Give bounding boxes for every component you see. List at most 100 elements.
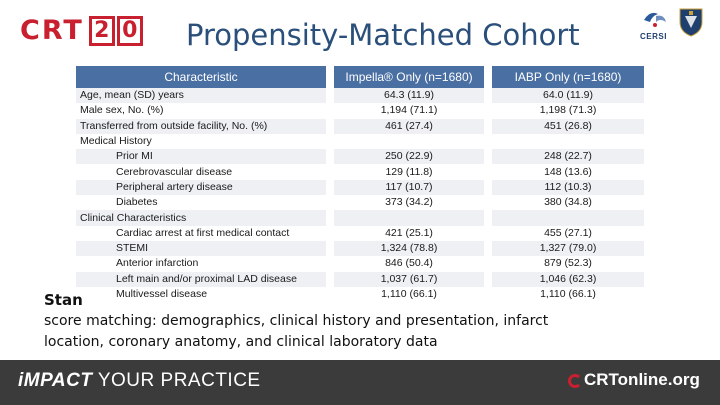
cell-gap <box>326 271 334 287</box>
cell-gap <box>326 149 334 165</box>
university-seal-logo <box>678 6 704 38</box>
cell-gap <box>484 149 492 165</box>
footer-bar: iMPACT YOUR PRACTICE CRTonline.org <box>0 360 720 405</box>
cell-gap <box>484 179 492 196</box>
cell-iabp: 380 (34.8) <box>492 195 644 211</box>
cell-impella: 1,324 (78.8) <box>334 240 484 257</box>
cell-gap <box>484 225 492 241</box>
cell-gap <box>326 118 334 134</box>
cell-gap <box>326 195 334 211</box>
cell-impella: 1,194 (71.1) <box>334 103 484 119</box>
column-header-characteristic: Characteristic <box>76 66 326 88</box>
table-row: Left main and/or proximal LAD disease 1,0… <box>76 271 644 287</box>
crtonline-swoosh-icon <box>568 373 582 388</box>
cell-iabp: 112 (10.3) <box>492 179 644 196</box>
cersi-emblem-icon <box>644 12 666 27</box>
table-row: STEMI 1,324 (78.8) 1,327 (79.0) <box>76 240 644 257</box>
table-header-row: Characteristic Impella® Only (n=1680) IA… <box>76 66 644 88</box>
cell-characteristic: Transferred from outside facility, No. (… <box>76 118 326 134</box>
shield-seal-icon <box>679 8 703 37</box>
cell-characteristic: Anterior infarction <box>76 256 326 272</box>
cell-gap <box>326 240 334 257</box>
cell-characteristic: Medical History <box>76 133 326 150</box>
cell-gap <box>326 179 334 196</box>
cell-impella: 250 (22.9) <box>334 149 484 165</box>
cell-gap <box>326 286 334 303</box>
cell-iabp <box>492 210 644 226</box>
cell-gap <box>326 88 334 104</box>
cell-gap <box>326 103 334 119</box>
cell-gap <box>484 88 492 104</box>
table-row: Transferred from outside facility, No. (… <box>76 118 644 134</box>
cell-characteristic: Diabetes <box>76 195 326 211</box>
table-row: Cardiac arrest at first medical contact 4… <box>76 225 644 241</box>
cell-iabp: 451 (26.8) <box>492 118 644 134</box>
table-row: Cerebrovascular disease 129 (11.8) 148 (13… <box>76 164 644 180</box>
column-gap <box>484 66 492 88</box>
footer-tagline-rest: YOUR PRACTICE <box>92 370 261 391</box>
cell-iabp: 455 (27.1) <box>492 225 644 241</box>
crtonline-logo: CRTonline.org <box>568 370 700 390</box>
cell-gap <box>326 210 334 226</box>
cell-iabp: 1,327 (79.0) <box>492 240 644 257</box>
table-row: Anterior infarction 846 (50.4) 879 (52.3) <box>76 256 644 272</box>
cell-gap <box>484 210 492 226</box>
footer-tagline: iMPACT YOUR PRACTICE <box>18 370 261 392</box>
cell-impella: 461 (27.4) <box>334 118 484 134</box>
cell-characteristic: Clinical Characteristics <box>76 210 326 226</box>
cell-iabp: 1,110 (66.1) <box>492 286 644 303</box>
table-row: Prior MI 250 (22.9) 248 (22.7) <box>76 149 644 165</box>
page-title: Propensity-Matched Cohort <box>186 18 580 52</box>
crt20-logo-digit: 0 <box>116 16 143 46</box>
cell-characteristic: Multivessel disease <box>76 286 326 303</box>
table-body: Age, mean (SD) years 64.3 (11.9) 64.0 (11.… <box>76 88 644 303</box>
footer-tagline-i: i <box>18 370 24 391</box>
cell-impella <box>334 210 484 226</box>
crt20-logo-letters: CRT <box>20 15 84 46</box>
cell-characteristic: Cerebrovascular disease <box>76 164 326 180</box>
cell-iabp: 148 (13.6) <box>492 164 644 180</box>
body-text-line: score matching: demographics, clinical h… <box>44 313 549 329</box>
cell-iabp: 248 (22.7) <box>492 149 644 165</box>
cell-impella: 64.3 (11.9) <box>334 88 484 104</box>
crt20-logo: CRT 2 0 <box>20 16 143 46</box>
column-gap <box>326 66 334 88</box>
cell-gap <box>484 103 492 119</box>
cell-impella: 1,037 (61.7) <box>334 271 484 287</box>
cell-iabp <box>492 133 644 150</box>
cell-iabp: 64.0 (11.9) <box>492 88 644 104</box>
cell-characteristic: Peripheral artery disease <box>76 179 326 196</box>
cell-impella: 129 (11.8) <box>334 164 484 180</box>
cell-iabp: 1,198 (71.3) <box>492 103 644 119</box>
table-row: Clinical Characteristics <box>76 210 644 226</box>
cell-iabp: 1,046 (62.3) <box>492 271 644 287</box>
table-row: Medical History <box>76 133 644 150</box>
cell-impella: 1,110 (66.1) <box>334 286 484 303</box>
crt20-logo-digits: 2 0 <box>87 16 143 46</box>
cell-gap <box>326 256 334 272</box>
body-text-line: location, coronary anatomy, and clinical… <box>44 334 438 350</box>
cell-gap <box>484 118 492 134</box>
table-row: Peripheral artery disease 117 (10.7) 112 (… <box>76 179 644 196</box>
cell-characteristic: Left main and/or proximal LAD disease <box>76 271 326 287</box>
cell-gap <box>484 240 492 257</box>
table-row: Age, mean (SD) years 64.3 (11.9) 64.0 (11.… <box>76 88 644 104</box>
cersi-logo-text: CERSI <box>640 32 667 41</box>
cell-gap <box>484 256 492 272</box>
column-header-impella: Impella® Only (n=1680) <box>334 66 484 88</box>
cell-impella: 117 (10.7) <box>334 179 484 196</box>
table-row: Diabetes 373 (34.2) 380 (34.8) <box>76 195 644 211</box>
cell-gap <box>484 271 492 287</box>
cell-impella: 846 (50.4) <box>334 256 484 272</box>
cell-gap <box>326 133 334 150</box>
cell-iabp: 879 (52.3) <box>492 256 644 272</box>
cell-characteristic: Age, mean (SD) years <box>76 88 326 104</box>
column-header-iabp: IABP Only (n=1680) <box>492 66 644 88</box>
cersi-logo: CERSI <box>640 8 670 50</box>
cell-impella: 373 (34.2) <box>334 195 484 211</box>
cell-gap <box>326 225 334 241</box>
cell-impella <box>334 133 484 150</box>
cell-impella: 421 (25.1) <box>334 225 484 241</box>
body-text-lead: Stan <box>44 291 83 309</box>
cell-gap <box>484 164 492 180</box>
